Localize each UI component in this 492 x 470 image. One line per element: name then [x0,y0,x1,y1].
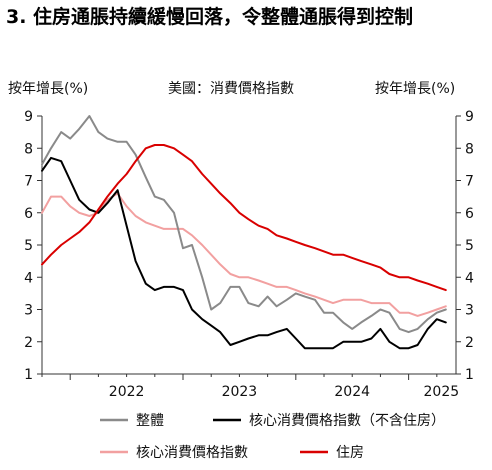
legend-label: 核心消費價格指數（不含住房） [249,412,445,429]
y-tick-label-right: 9 [465,109,474,125]
y-tick-label-left: 3 [24,303,33,319]
x-tick-label: 2025 [424,384,460,400]
series-lines [41,115,447,350]
chart-subtitle: 美國：消費價格指數 [168,80,294,97]
y-tick-label-left: 4 [24,270,33,286]
y-tick-label-left: 8 [24,141,33,157]
y-tick-label-right: 7 [465,174,474,190]
axes: 1 1 2 2 3 3 4 4 5 5 6 6 7 7 8 8 9 9 2022 2023 2024 2025 [24,109,474,400]
legend-label: 核心消費價格指數 [136,444,248,461]
legend-label: 住房 [336,445,364,461]
y-tick-label-right: 2 [465,335,474,351]
y-tick-label-right: 5 [465,238,474,254]
y-tick-label-left: 9 [24,109,33,125]
series-line-4 [41,144,447,292]
y-tick-label-left: 5 [24,238,33,254]
y-tick-label-left: 6 [24,206,33,222]
legend: 整體 核心消費價格指數（不含住房）核心消費價格指數 住房 [100,412,445,461]
y-tick-label-right: 8 [465,141,474,157]
chart-title: 3. 住房通脹持續緩慢回落，令整體通脹得到控制 [6,6,414,28]
x-tick-label: 2022 [109,384,145,400]
y-tick-label-right: 3 [465,303,474,319]
y-tick-label-right: 1 [465,367,474,383]
legend-label: 整體 [136,413,164,429]
x-tick-label: 2024 [334,384,370,400]
y-tick-label-left: 1 [24,367,33,383]
y-tick-label-right: 6 [465,206,474,222]
y-tick-label-left: 7 [24,174,33,190]
series-line-1 [41,115,447,334]
y-axis-label-right: 按年增長(%) [375,81,455,97]
y-tick-label-right: 4 [465,270,474,286]
y-axis-label-left: 按年增長(%) [8,81,88,97]
series-line-3 [41,192,447,317]
series-line-2 [41,156,447,350]
y-tick-label-left: 2 [24,335,33,351]
x-tick-label: 2023 [222,384,258,400]
